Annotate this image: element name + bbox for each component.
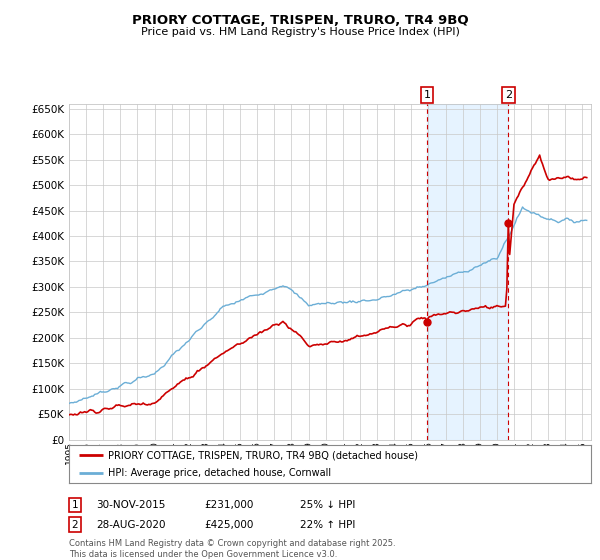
Text: 25% ↓ HPI: 25% ↓ HPI: [300, 500, 355, 510]
Text: £425,000: £425,000: [204, 520, 253, 530]
Text: HPI: Average price, detached house, Cornwall: HPI: Average price, detached house, Corn…: [108, 468, 331, 478]
Text: Price paid vs. HM Land Registry's House Price Index (HPI): Price paid vs. HM Land Registry's House …: [140, 27, 460, 37]
Bar: [427, 104, 508, 440]
Text: 2: 2: [505, 90, 512, 100]
Text: 1: 1: [71, 500, 79, 510]
Text: 22% ↑ HPI: 22% ↑ HPI: [300, 520, 355, 530]
Text: 1: 1: [424, 90, 430, 100]
Text: 2: 2: [71, 520, 79, 530]
Text: 28-AUG-2020: 28-AUG-2020: [96, 520, 166, 530]
Text: Contains HM Land Registry data © Crown copyright and database right 2025.
This d: Contains HM Land Registry data © Crown c…: [69, 539, 395, 559]
Text: 30-NOV-2015: 30-NOV-2015: [96, 500, 166, 510]
Text: PRIORY COTTAGE, TRISPEN, TRURO, TR4 9BQ (detached house): PRIORY COTTAGE, TRISPEN, TRURO, TR4 9BQ …: [108, 450, 418, 460]
Text: £231,000: £231,000: [204, 500, 253, 510]
Text: PRIORY COTTAGE, TRISPEN, TRURO, TR4 9BQ: PRIORY COTTAGE, TRISPEN, TRURO, TR4 9BQ: [131, 14, 469, 27]
